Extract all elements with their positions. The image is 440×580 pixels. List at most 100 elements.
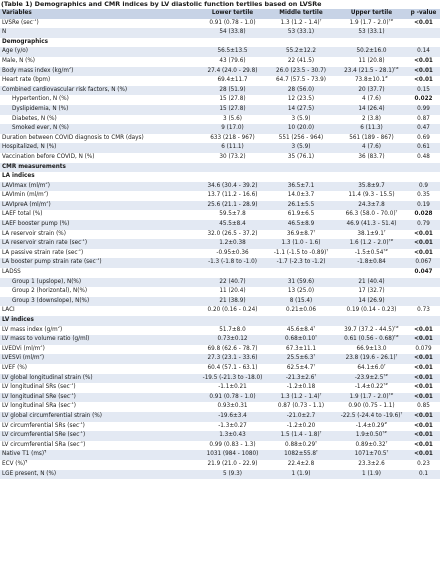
cell-value: -1.2±0.18: [286, 384, 316, 391]
significance-mark: †#: [388, 239, 394, 243]
cell-value: 25.5±6.3: [286, 355, 314, 362]
variable-label: LV circumferential SRs (sec: [2, 422, 80, 429]
variable-cell: LVEDVi (ml/m2): [0, 344, 199, 355]
lower-tertile-cell: 27.3 (23.1 - 33.6): [199, 354, 266, 364]
cell-value: -23.9±2.5: [354, 374, 384, 381]
table-row: LAVImax (ml/m2) 34.6 (30.4 - 39.2) 36.5±7.…: [0, 181, 440, 192]
cell-value: 21.9 (21.0 - 22.9): [207, 460, 258, 467]
cell-value: 561 (189 - 867): [349, 134, 394, 141]
variable-label: LAEF booster pump (%): [2, 221, 70, 228]
middle-tertile-cell: -21.3±2.6†: [266, 373, 336, 384]
variable-cell: LV circumferential SRa (sec-1): [0, 440, 199, 451]
cell-value: -0.95±0.36: [216, 249, 249, 256]
middle-tertile-cell: 35 (76.1): [266, 152, 336, 163]
variable-label-end: ): [81, 249, 84, 256]
cell-value: 13 (25.0): [287, 288, 315, 295]
variable-cell: Male, N (%): [0, 56, 199, 67]
cell-value: 23.3±2.6: [358, 460, 385, 467]
unit-superscript: 2: [57, 325, 60, 329]
unit-superscript: -1: [81, 239, 85, 243]
section-row: LV indices: [0, 316, 440, 326]
cell-value: 3 (5.6): [223, 115, 242, 122]
variable-label-end: ): [73, 403, 76, 410]
variable-cell: LAVIpreA (ml/m2): [0, 200, 199, 211]
unit-superscript: 2: [43, 191, 47, 195]
significance-mark: †: [313, 354, 316, 358]
variable-cell: Vaccination before COVID, N (%): [0, 152, 199, 163]
table-row: LV circumferential SRa (sec-1) 0.99 (0.83…: [0, 440, 440, 451]
cell-value: 28 (51.9): [219, 86, 246, 93]
middle-tertile-cell: 31 (59.6): [266, 277, 336, 288]
significance-mark: †: [316, 450, 318, 454]
unit-superscript: -1: [70, 392, 74, 396]
unit-superscript: -1: [79, 440, 84, 444]
variable-label-end: ): [42, 345, 45, 352]
variable-label: LAVIpreA (ml/m: [2, 201, 47, 208]
cell-value: 1.9±0.50: [355, 432, 383, 439]
lower-tertile-cell: 1.3±0.43: [199, 431, 266, 441]
lower-tertile-cell: 11 (20.4): [199, 287, 266, 297]
variable-label: ECV (%): [2, 460, 26, 467]
header-row: Variables Lower tertile Middle tertile U…: [0, 9, 440, 19]
cell-value: 6 (11.3): [360, 125, 383, 132]
upper-tertile-cell: -23.9±2.5†#: [336, 373, 407, 384]
table-row: LA passive strain rate (sec-1) -0.95±0.36…: [0, 248, 440, 259]
variable-label-end: ): [48, 201, 51, 208]
cell-value: 21 (40.4): [358, 278, 385, 285]
variable-label: LV longitudinal SRa (sec: [2, 403, 71, 410]
cell-value: 43 (79.6): [219, 57, 246, 64]
unit-superscript: 2: [39, 354, 42, 358]
cell-value: -21.0±2.7: [286, 412, 316, 419]
cell-value: 1.3 (1.2 - 1.4): [280, 393, 320, 400]
variable-label: N: [2, 29, 7, 36]
significance-mark: †: [315, 440, 317, 444]
middle-tertile-cell: -1.2±0.20: [266, 421, 336, 432]
lower-tertile-cell: 5 (9.3): [199, 469, 266, 480]
cell-value: 34.6 (30.4 - 39.2): [207, 182, 258, 189]
lower-tertile-cell: -1.3 (-1.8 to -1.0): [199, 258, 266, 269]
table-row: Vaccination before COVID, N (%) 30 (73.2)…: [0, 152, 440, 163]
cell-value: 36 (83.7): [358, 153, 385, 160]
lower-tertile-cell: 56.5±13.5: [199, 47, 266, 57]
middle-tertile-cell: 55.2±12.2: [266, 47, 336, 57]
variable-cell: LVESVi (ml/m2): [0, 354, 199, 364]
lower-tertile-cell: -19.6±3.4: [199, 411, 266, 422]
cell-value: 64.1±6.0: [357, 364, 384, 371]
middle-tertile-cell: 12 (23.5): [266, 95, 336, 105]
cell-value: 36.9±8.7: [286, 230, 314, 237]
cell-value: 31 (59.6): [287, 278, 315, 285]
middle-tertile-cell: 3 (5.9): [266, 114, 336, 125]
lower-tertile-cell: 0.91 (0.78 - 1.0): [199, 392, 266, 403]
cell-value: -1.3 (-1.8 to -1.0): [208, 259, 257, 266]
table-row: LA reservoir strain rate (sec-1) 1.2±0.38…: [0, 239, 440, 249]
p-value-cell: [407, 296, 440, 307]
p-value-cell: 0.23: [407, 459, 440, 470]
p-value-cell: 0.19: [407, 200, 440, 211]
p-value-cell: 0.022: [407, 95, 440, 105]
cell-value: 2 (3.8): [362, 115, 381, 122]
variable-label: Native T1 (ms): [2, 451, 45, 458]
upper-tertile-cell: 14 (26.9): [336, 296, 407, 307]
header-upper-tertile: Upper tertile: [336, 9, 407, 19]
lower-tertile-cell: 43 (79.6): [199, 56, 266, 67]
cell-value: 24.3±7.8: [358, 201, 385, 208]
variable-cell: ECV (%)¶: [0, 459, 199, 470]
cell-value: 69.8 (62.6 - 78.7): [207, 345, 258, 352]
p-value-cell: <0.01: [407, 373, 440, 384]
cell-value: -19.6±3.4: [218, 412, 247, 419]
table-caption: (Table 1) Demographics and CMR indices b…: [1, 0, 322, 8]
middle-tertile-cell: -1.2±0.18: [266, 383, 336, 393]
section-row: LA indices: [0, 172, 440, 182]
variable-cell: Heart rate (bpm): [0, 76, 199, 86]
demographics-cmr-table: Variables Lower tertile Middle tertile U…: [0, 9, 440, 480]
lower-tertile-cell: 54 (33.8): [199, 28, 266, 38]
variable-cell: LV mass to volume ratio (g/ml): [0, 335, 199, 345]
table-row: LV circumferential SRe (sec-1) 1.3±0.43 1.…: [0, 431, 440, 441]
p-value-cell: [407, 287, 440, 297]
cell-value: 1.9 (1.7 - 2.0): [349, 393, 389, 400]
lower-tertile-cell: 6 (11.1): [199, 143, 266, 153]
variable-label: LV circumferential SRa (sec: [2, 441, 80, 448]
p-value-cell: <0.01: [407, 325, 440, 336]
cell-value: 1.3 (1.0 - 1.6): [281, 240, 321, 247]
table-row: LVESVi (ml/m2) 27.3 (23.1 - 33.6) 25.5±6.3…: [0, 354, 440, 364]
